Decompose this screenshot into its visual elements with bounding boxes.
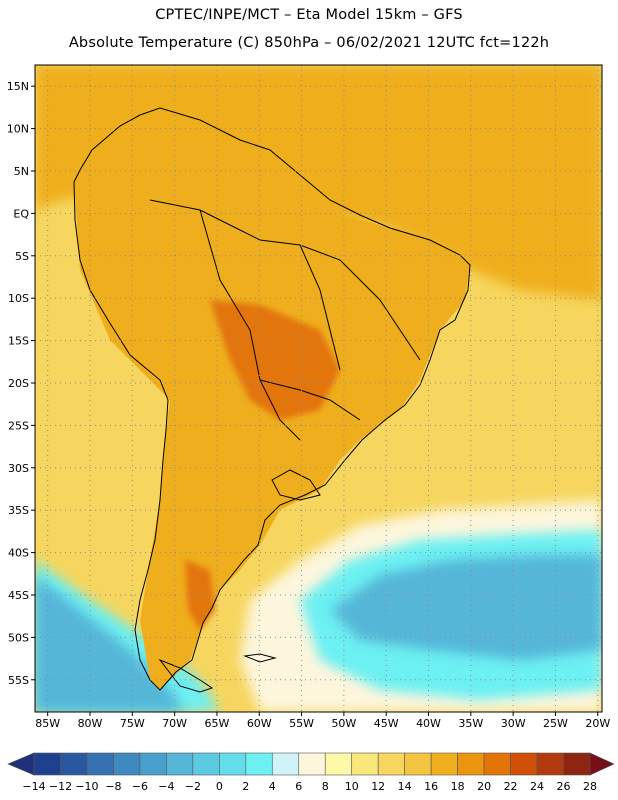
lat-tick-label: 5N: [14, 165, 29, 178]
lat-tick-label: 40S: [8, 547, 29, 560]
lon-tick-label: 45W: [374, 717, 399, 730]
colorbar-label: 24: [530, 780, 544, 793]
colorbar-label: 26: [557, 780, 571, 793]
map-title-line-2: Absolute Temperature (C) 850hPa – 06/02/…: [68, 35, 550, 51]
colorbar-cell: [271, 752, 300, 776]
colorbar-cell: [192, 752, 220, 776]
temperature-field: [35, 65, 602, 712]
colorbar-label: −4: [158, 780, 174, 793]
longitude-axis: 85W 80W 75W 70W 65W 60W 55W 50W 45W 40W 35W 30W 25W 2…: [35, 712, 610, 730]
colorbar-cell: [510, 752, 538, 776]
lon-tick-label: 75W: [120, 717, 145, 730]
colorbar-label: −2: [185, 780, 201, 793]
colorbar-cell: [245, 752, 273, 776]
colorbar-cell: [430, 752, 458, 776]
lon-tick-label: 60W: [247, 717, 272, 730]
lat-tick-label: 30S: [8, 462, 29, 475]
colorbar-cell: [563, 752, 591, 776]
colorbar-label: −12: [49, 780, 72, 793]
colorbar-cell: [457, 752, 485, 776]
colorbar-label: 8: [322, 780, 329, 793]
lon-tick-label: 40W: [416, 717, 441, 730]
lat-tick-label: 45S: [8, 589, 29, 602]
colorbar-cell: [86, 752, 114, 776]
colorbar-cell: [483, 752, 511, 776]
colorbar-label: −8: [105, 780, 121, 793]
colorbar-cell: [166, 752, 194, 776]
temperature-map: 15N 10N 5N EQ 5S 10S 15S 20S 25S 30S 35S 40S 45S 50S 5…: [7, 64, 610, 730]
colorbar-cell: [404, 752, 432, 776]
lon-tick-label: 25W: [543, 717, 568, 730]
colorbar-cell: [298, 752, 326, 776]
lat-tick-label: 55S: [8, 674, 29, 687]
colorbar-label: 10: [345, 780, 359, 793]
colorbar-cell: [377, 752, 405, 776]
lat-tick-label: 5S: [15, 250, 29, 263]
map-frame: [34, 64, 603, 713]
colorbar-label: 14: [398, 780, 412, 793]
field-tropical-warm: [35, 65, 602, 300]
colorbar-label: 16: [424, 780, 438, 793]
colorbar-cell: [536, 752, 564, 776]
lon-tick-label: 20W: [585, 717, 610, 730]
lat-tick-label: 10N: [7, 123, 29, 136]
lat-tick-label: 15S: [8, 335, 29, 348]
lat-tick-label: 10S: [8, 292, 29, 305]
colorbar-label: 18: [451, 780, 465, 793]
lon-tick-label: 80W: [78, 717, 103, 730]
colorbar-cell: [139, 752, 167, 776]
colorbar-label: −14: [22, 780, 45, 793]
colorbar-cell: [113, 752, 141, 776]
lat-tick-label: 20S: [8, 377, 29, 390]
colorbar-cell: [351, 752, 379, 776]
colorbar-label: 6: [295, 780, 302, 793]
field-cold-southern-ocean: [35, 575, 185, 712]
colorbar-over-arrow: [589, 752, 615, 776]
colorbar-label: 20: [477, 780, 491, 793]
colorbar-cell: [219, 752, 247, 776]
lon-tick-label: 35W: [458, 717, 483, 730]
lat-tick-label: 25S: [8, 419, 29, 432]
colorbar-label: −10: [75, 780, 98, 793]
colorbar-cells: [7, 752, 615, 776]
colorbar-under-arrow: [7, 752, 35, 776]
colorbar-label: 0: [216, 780, 223, 793]
colorbar-label: −6: [132, 780, 148, 793]
lat-tick-label: 15N: [7, 80, 29, 93]
colorbar-cell: [324, 752, 353, 776]
lat-tick-label: EQ: [13, 207, 29, 220]
lon-tick-label: 30W: [501, 717, 526, 730]
field-hot-core: [210, 300, 340, 420]
lat-tick-label: 50S: [8, 631, 29, 644]
colorbar-label: 12: [371, 780, 385, 793]
colorbar-cell: [33, 752, 61, 776]
lon-tick-label: 70W: [162, 717, 187, 730]
colorbar: −14 −12 −10 −8 −6 −4 −2 0 2 4 6 8 10 12 14 16 18 20 22 24 26…: [7, 752, 615, 793]
lon-tick-label: 65W: [205, 717, 230, 730]
lat-tick-label: 35S: [8, 504, 29, 517]
colorbar-cell: [60, 752, 88, 776]
colorbar-label: 28: [583, 780, 597, 793]
colorbar-label: 4: [269, 780, 276, 793]
colorbar-label: 22: [504, 780, 518, 793]
latitude-axis: 15N 10N 5N EQ 5S 10S 15S 20S 25S 30S 35S 40S 45S 50S 5…: [7, 80, 35, 687]
lon-tick-label: 50W: [331, 717, 356, 730]
map-title-line-1: CPTEC/INPE/MCT – Eta Model 15km – GFS: [155, 7, 463, 23]
coastlines-and-borders: [73, 107, 471, 693]
lon-tick-label: 55W: [289, 717, 314, 730]
colorbar-labels: −14 −12 −10 −8 −6 −4 −2 0 2 4 6 8 10 12 14 16 18 20 22 24 26…: [22, 780, 597, 793]
lon-tick-label: 85W: [35, 717, 60, 730]
field-blue-atlantic: [330, 555, 602, 660]
colorbar-label: 2: [242, 780, 249, 793]
